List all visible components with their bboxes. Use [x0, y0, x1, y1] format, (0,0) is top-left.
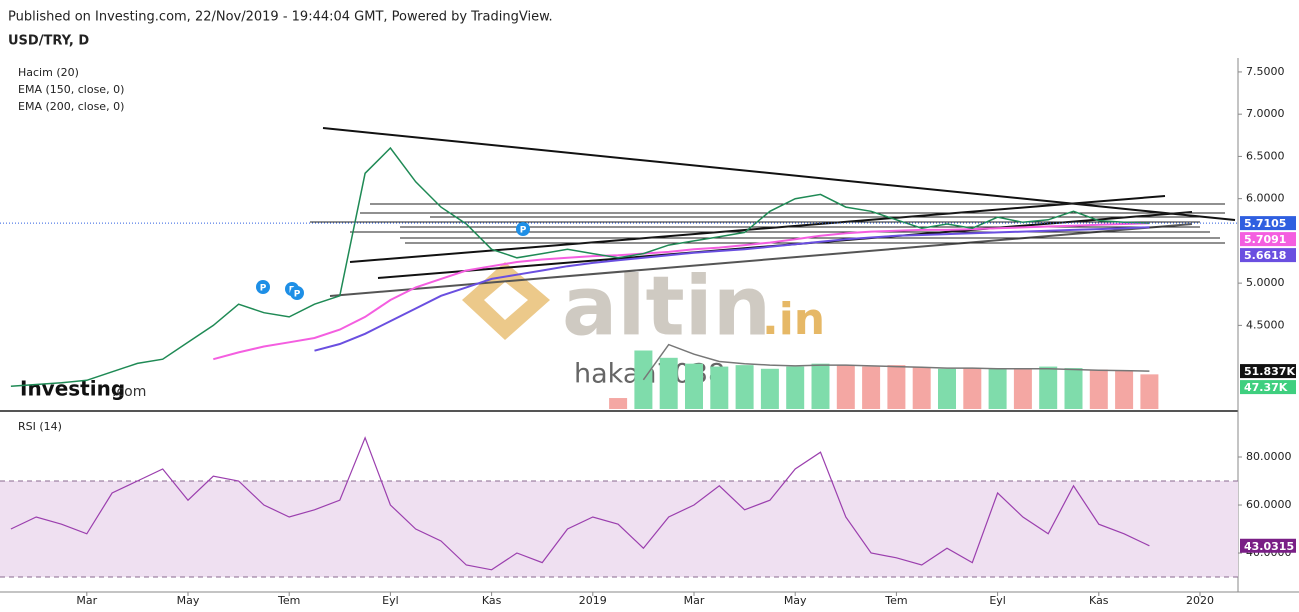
ema-line [213, 222, 1150, 361]
last-value-label: 5.7105 [1244, 217, 1286, 230]
volume-bar [938, 368, 956, 409]
watermark-suffix: .in [762, 294, 825, 345]
event-badge [256, 280, 270, 294]
watermark: altin .in hakan7038 Investing .com [20, 259, 825, 400]
published-note: Published on Investing.com, 22/Nov/2019 … [8, 10, 553, 25]
y-tick-label: 5.0000 [1246, 276, 1285, 289]
volume-bar [1013, 369, 1032, 409]
event-badge-label: P [294, 290, 301, 300]
y-tick-label: 4.5000 [1246, 318, 1285, 331]
x-tick-label: May [177, 594, 200, 607]
last-value-tag [1240, 364, 1296, 379]
x-tick-label: Mar [684, 594, 705, 607]
x-tick-label: Mar [76, 594, 97, 607]
price-line [10, 146, 1150, 387]
x-tick-label: 2020 [1186, 594, 1214, 607]
event-badge-label: P [520, 226, 527, 236]
volume-bar [1089, 369, 1108, 409]
x-tick-label: Tem [277, 594, 300, 607]
legend-entry: Hacim (20) [18, 66, 79, 79]
rsi-line [10, 436, 1150, 571]
last-value-tag [1240, 232, 1296, 247]
event-badge [290, 286, 304, 300]
volume-bar [1064, 368, 1083, 409]
volume-bar [710, 366, 729, 409]
volume-bar [887, 365, 906, 409]
last-value-label: 47.37K [1244, 381, 1288, 394]
volume-bar [836, 365, 855, 409]
trend-line [349, 195, 1166, 263]
y-tick-label: 80.0000 [1246, 450, 1292, 463]
rsi-band [0, 481, 1238, 578]
volume-bar [988, 368, 1007, 409]
last-value-tag [1240, 380, 1296, 395]
last-value-tag [1240, 538, 1296, 553]
last-value-label: 43.0315 [1244, 540, 1294, 553]
event-badge-label: P [260, 284, 267, 294]
x-tick-label: Kas [1089, 594, 1109, 607]
last-value-label: 5.6618 [1244, 249, 1286, 262]
legend-entry: EMA (150, close, 0) [18, 83, 124, 96]
x-tick-label: 2019 [579, 594, 607, 607]
volume-bar [1115, 370, 1134, 409]
rsi-title: RSI (14) [18, 420, 62, 433]
volume-bar [786, 366, 805, 409]
volume-bar [1039, 366, 1058, 409]
watermark-main: altin [562, 259, 771, 354]
volume-ma-line [642, 343, 1150, 381]
volume-bar [811, 363, 830, 409]
legend-entry: EMA (200, close, 0) [18, 100, 124, 113]
watermark-logo [484, 282, 528, 320]
symbol-title: USD/TRY, D [8, 34, 89, 49]
volume-bar [685, 363, 703, 409]
last-value-tag [1240, 216, 1296, 231]
last-value-label: 51.837K [1244, 365, 1295, 378]
y-tick-label: 7.5000 [1246, 65, 1285, 78]
trend-line [322, 127, 1236, 221]
volume-bar [609, 398, 628, 409]
last-value-label: 5.7091 [1244, 233, 1286, 246]
ema-line [314, 226, 1150, 352]
event-badge [516, 222, 530, 236]
volume-bar [1140, 374, 1159, 409]
x-tick-label: Kas [482, 594, 502, 607]
x-tick-label: May [784, 594, 807, 607]
y-tick-label: 6.5000 [1246, 149, 1285, 162]
event-badges: P P P P [256, 222, 530, 300]
volume-bar [912, 367, 931, 409]
y-tick-label: 6.0000 [1246, 192, 1285, 205]
y-tick-label: 7.0000 [1246, 107, 1285, 120]
volume-bar [760, 368, 779, 409]
y-tick-label: 60.0000 [1246, 498, 1292, 511]
x-tick-label: Tem [884, 594, 907, 607]
volume-bar [659, 357, 678, 409]
volume-bar [735, 365, 754, 409]
last-value-tag [1240, 248, 1296, 263]
brand-logo: Investing [20, 377, 125, 401]
volume-bar [862, 366, 881, 409]
volume-bar [963, 368, 982, 409]
brand-suffix: .com [112, 384, 146, 400]
x-tick-label: Eyl [989, 594, 1006, 607]
x-tick-label: Eyl [382, 594, 399, 607]
